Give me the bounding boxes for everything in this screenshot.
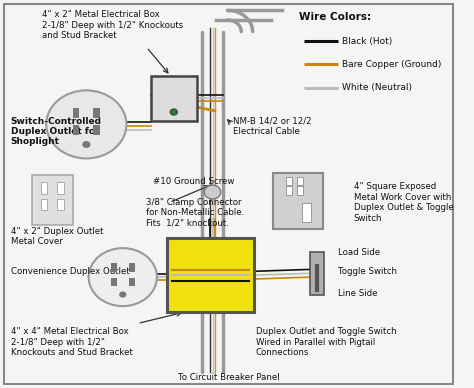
Bar [129, 263, 135, 272]
Circle shape [82, 141, 91, 148]
Bar [297, 177, 303, 185]
Bar [41, 199, 47, 210]
Text: To Circuit Breaker Panel: To Circuit Breaker Panel [178, 372, 279, 382]
Bar [286, 186, 292, 195]
Text: 3/8" Clamp Connector
for Non-Metallic Cable.
Fits  1/2" knockout.: 3/8" Clamp Connector for Non-Metallic Ca… [146, 198, 245, 228]
Bar [41, 182, 47, 194]
Text: Load Side: Load Side [338, 248, 380, 257]
Text: Toggle Switch: Toggle Switch [338, 267, 397, 277]
Bar [93, 108, 100, 118]
Bar [167, 239, 254, 312]
Text: Wire Colors:: Wire Colors: [299, 12, 371, 22]
Bar [93, 125, 100, 135]
Bar [111, 263, 117, 272]
Text: White (Neutral): White (Neutral) [342, 83, 412, 92]
Bar [73, 108, 80, 118]
Text: Line Side: Line Side [338, 289, 377, 298]
Bar [151, 76, 197, 121]
Bar [57, 199, 64, 210]
Text: Bare Copper (Ground): Bare Copper (Ground) [342, 60, 442, 69]
Circle shape [89, 248, 157, 306]
Text: 4" Square Exposed
Metal Work Cover with
Duplex Outlet & Toggle
Switch: 4" Square Exposed Metal Work Cover with … [354, 182, 454, 223]
Text: #10 Ground Screw: #10 Ground Screw [153, 177, 235, 185]
Text: Black (Hot): Black (Hot) [342, 37, 392, 46]
Bar [286, 177, 292, 185]
Bar [73, 125, 80, 135]
Circle shape [119, 291, 127, 298]
Circle shape [204, 185, 221, 199]
Circle shape [46, 90, 127, 158]
Bar [129, 277, 135, 286]
Text: Duplex Outlet and Toggle Switch
Wired in Parallel with Pigtail
Connections: Duplex Outlet and Toggle Switch Wired in… [256, 327, 396, 357]
Text: NM-B 14/2 or 12/2
Electrical Cable: NM-B 14/2 or 12/2 Electrical Cable [233, 117, 311, 136]
Text: 4" x 2" Duplex Outlet
Metal Cover: 4" x 2" Duplex Outlet Metal Cover [11, 227, 103, 246]
Bar [302, 203, 311, 222]
Bar [273, 173, 323, 229]
Bar [32, 175, 73, 225]
Circle shape [170, 109, 177, 115]
Bar [297, 186, 303, 195]
Text: 4" x 2" Metal Electrical Box
2-1/8" Deep with 1/2" Knockouts
and Stud Bracket: 4" x 2" Metal Electrical Box 2-1/8" Deep… [42, 10, 183, 40]
Text: Convenience Duplex Outlet: Convenience Duplex Outlet [11, 267, 129, 277]
Text: Switch-Controlled
Duplex Outlet for
Shoplight: Switch-Controlled Duplex Outlet for Shop… [11, 117, 102, 147]
Text: 4" x 4" Metal Electrical Box
2-1/8" Deep with 1/2"
Knockouts and Stud Bracket: 4" x 4" Metal Electrical Box 2-1/8" Deep… [11, 327, 133, 357]
Bar [111, 277, 117, 286]
Bar [310, 252, 324, 294]
Bar [57, 182, 64, 194]
